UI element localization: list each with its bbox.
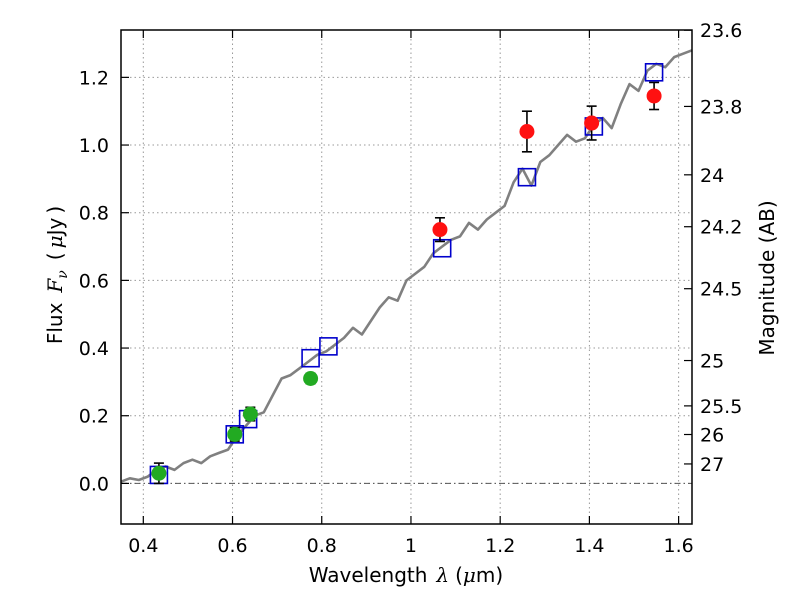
y-tick-labels: 0.0 0.2 0.4 0.6 0.8 1.0 1.2 <box>79 67 109 495</box>
x-tick-labels: 0.4 0.6 0.8 1 1.2 1.4 1.6 <box>128 535 694 557</box>
y-tick-label: 0.6 <box>79 270 109 292</box>
y-tick-label: 1.0 <box>79 135 109 157</box>
model-photometry-markers <box>149 62 664 485</box>
y2-tick-label: 24 <box>700 165 724 187</box>
y2-tick-label: 24.2 <box>700 217 742 239</box>
model-photometry-square <box>225 425 245 444</box>
ground-photometry-point <box>151 465 167 481</box>
x-tick-label: 1.4 <box>574 535 604 557</box>
x-axis-title: Wavelength λ (μm) <box>309 563 503 587</box>
hst-photometry-point <box>646 88 662 104</box>
y-axis-title: FluxFν(μJy) <box>43 206 71 344</box>
model-photometry-square <box>644 62 664 82</box>
plot-frame <box>120 29 693 525</box>
model-photometry-square <box>319 337 338 356</box>
x-tick-label: 0.8 <box>307 535 337 557</box>
y-tick-label: 0.0 <box>79 473 109 495</box>
model-spectrum <box>120 49 693 483</box>
y2-tick-label: 25 <box>700 351 724 373</box>
y-tick-label: 1.2 <box>79 67 109 89</box>
grid-lines <box>121 30 692 524</box>
y2-axis-title: Magnitude (AB) <box>755 200 779 355</box>
y2-tick-label: 25.5 <box>700 396 742 418</box>
axis-ticks <box>121 29 692 524</box>
observed-photometry-markers <box>151 88 662 481</box>
model-photometry-square <box>432 238 452 258</box>
y2-tick-label: 26 <box>700 425 724 447</box>
x-tick-label: 0.6 <box>217 535 247 557</box>
hst-photometry-point <box>519 124 535 140</box>
y2-tick-labels: 23.6 23.8 24 24.2 24.5 25 25.5 26 27 <box>700 20 742 476</box>
x-tick-label: 1 <box>405 535 417 557</box>
x-tick-label: 1.6 <box>664 535 694 557</box>
y2-tick-label: 23.8 <box>700 96 742 118</box>
model-photometry-square <box>301 348 320 368</box>
hst-photometry-point <box>432 222 448 238</box>
ground-photometry-point <box>242 406 258 422</box>
x-tick-label: 0.4 <box>128 535 158 557</box>
x-tick-label: 1.2 <box>485 535 515 557</box>
hst-photometry-point <box>584 115 600 131</box>
y-tick-label: 0.4 <box>79 338 109 360</box>
y-tick-label: 0.8 <box>79 203 109 225</box>
ground-photometry-point <box>227 426 243 442</box>
y2-tick-label: 27 <box>700 454 724 476</box>
y2-tick-label: 24.5 <box>700 279 742 301</box>
model-spectrum-line <box>120 49 693 483</box>
y2-tick-label: 23.6 <box>700 20 742 42</box>
y-tick-label: 0.2 <box>79 406 109 428</box>
model-photometry-square <box>517 167 537 187</box>
ground-photometry-point <box>303 371 319 387</box>
